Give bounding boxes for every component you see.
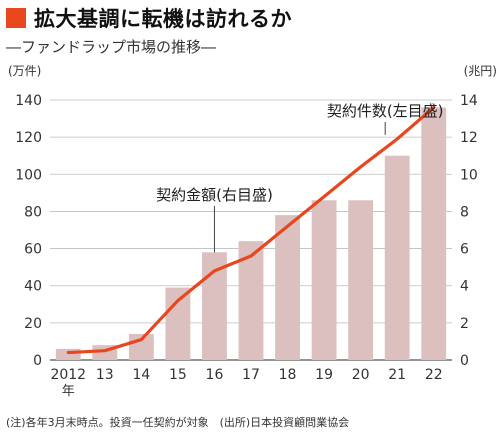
x-year-suffix: 年 — [62, 384, 75, 399]
axes: (万件) (兆円) 0 0 20 2 40 4 60 6 80 8 100 10 120 12 140 14 2… — [8, 64, 497, 399]
right-tick-label: 4 — [460, 279, 469, 295]
x-tick-label: 19 — [315, 367, 333, 383]
title-row: 拡大基調に転機は訪れるか — [6, 4, 496, 32]
left-tick-label: 80 — [24, 204, 42, 220]
line-series-label: 契約件数(左目盛) — [327, 102, 444, 120]
title-marker — [6, 8, 26, 28]
x-tick-label: 21 — [388, 367, 406, 383]
title-block: 拡大基調に転機は訪れるか — [6, 4, 496, 32]
left-tick-label: 120 — [15, 130, 42, 146]
x-tick-label: 13 — [96, 367, 114, 383]
left-tick-label: 40 — [24, 279, 42, 295]
bar — [275, 215, 300, 360]
right-tick-label: 8 — [460, 204, 469, 220]
right-tick-label: 2 — [460, 316, 469, 332]
left-tick-label: 60 — [24, 242, 42, 258]
chart-title: 拡大基調に転機は訪れるか — [34, 7, 292, 31]
bar-series-label: 契約金額(右目盛) — [156, 186, 273, 204]
right-tick-label: 14 — [460, 93, 478, 109]
chart-subtitle: ―ファンドラップ市場の推移― — [6, 38, 217, 56]
x-tick-label: 17 — [242, 367, 260, 383]
left-tick-label: 20 — [24, 316, 42, 332]
bar-series — [55, 107, 447, 360]
bar — [384, 155, 410, 360]
right-tick-label: 10 — [460, 167, 478, 183]
chart: (万件) (兆円) 0 0 20 2 40 4 60 6 80 8 100 10 120 12 140 14 2… — [8, 64, 497, 399]
bar — [421, 107, 447, 360]
right-tick-label: 0 — [460, 353, 469, 369]
x-tick-label: 20 — [352, 367, 370, 383]
left-tick-label: 0 — [33, 353, 42, 369]
x-tick-label: 16 — [206, 367, 224, 383]
line-series — [66, 105, 436, 355]
x-tick-label: 15 — [169, 367, 187, 383]
left-axis-unit-label: (万件) — [8, 64, 41, 78]
right-tick-label: 6 — [460, 242, 469, 258]
left-tick-label: 140 — [15, 93, 42, 109]
bar — [348, 200, 374, 360]
bar — [311, 200, 337, 360]
footnote: (注)各年3月末時点。投資一任契約が対象 (出所)日本投資顧問業協会 — [6, 416, 350, 429]
x-tick-label: 18 — [279, 367, 297, 383]
bar — [55, 348, 81, 360]
right-tick-label: 12 — [460, 130, 478, 146]
x-tick-label: 14 — [132, 367, 150, 383]
x-tick-label: 22 — [425, 367, 443, 383]
right-axis-unit-label: (兆円) — [464, 64, 497, 78]
x-tick-label: 2012 — [50, 367, 86, 383]
left-tick-label: 100 — [15, 167, 42, 183]
bar — [165, 287, 191, 360]
annotations: 契約件数(左目盛) 契約金額(右目盛) — [156, 102, 444, 253]
